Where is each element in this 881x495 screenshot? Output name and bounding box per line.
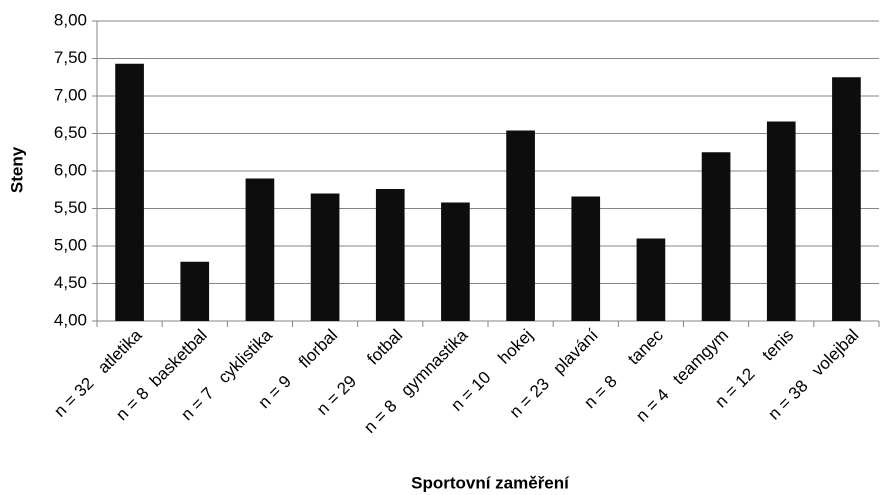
y-tick-label: 6,00: [54, 160, 87, 179]
y-tick-label: 5,00: [54, 235, 87, 254]
bar: [832, 77, 861, 321]
bar: [310, 193, 340, 321]
bar: [441, 202, 470, 321]
bar: [506, 130, 535, 321]
y-tick-label: 5,50: [54, 198, 87, 217]
y-tick-label: 4,00: [54, 310, 87, 329]
bar: [571, 196, 601, 321]
y-axis-label: Steny: [7, 146, 26, 193]
y-tick-label: 8,00: [54, 10, 87, 29]
bar: [245, 178, 275, 321]
y-tick-label: 4,50: [54, 273, 87, 292]
y-tick-label: 7,00: [54, 85, 87, 104]
bar: [375, 189, 405, 321]
bar: [115, 63, 144, 321]
y-tick-label: 6,50: [54, 123, 87, 142]
x-axis-label: Sportovní zaměření: [411, 473, 570, 492]
bar: [636, 238, 666, 321]
bar: [701, 152, 731, 321]
bar: [766, 121, 796, 321]
y-tick-label: 7,50: [54, 48, 87, 67]
bar: [180, 261, 210, 321]
